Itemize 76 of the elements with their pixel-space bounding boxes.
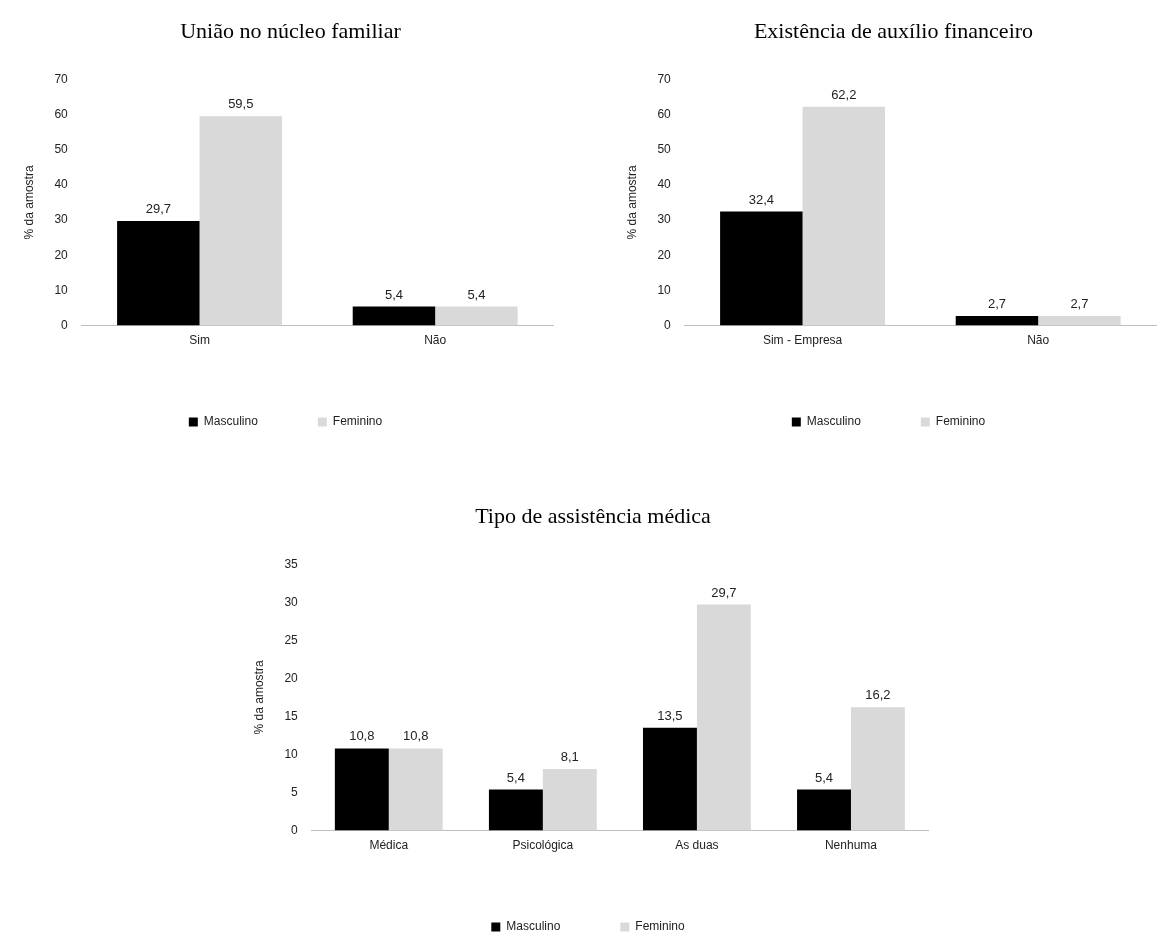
legend-label: Masculino: [203, 414, 259, 429]
bar: [117, 221, 200, 326]
data-label: 59,5: [228, 96, 254, 112]
bar: [642, 727, 697, 831]
y-axis-title: % da amostra: [21, 165, 36, 240]
chart-title: União no núcleo familiar: [179, 18, 402, 45]
y-tick-label: 25: [284, 632, 299, 647]
legend-label: Feminino: [332, 414, 383, 429]
y-tick-label: 10: [657, 282, 672, 297]
data-label: 5,4: [384, 286, 403, 302]
data-label: 2,7: [1070, 296, 1089, 312]
data-label: 13,5: [657, 707, 683, 723]
y-axis-title: % da amostra: [624, 165, 639, 240]
x-tick-label: Não: [424, 333, 447, 348]
y-tick-label: 30: [657, 212, 672, 227]
y-tick-label: 10: [284, 746, 299, 761]
bar: [955, 316, 1039, 326]
data-label: 5,4: [506, 769, 525, 785]
y-tick-label: 20: [54, 247, 69, 262]
bar: [488, 789, 543, 831]
x-tick-label: Não: [1027, 333, 1050, 348]
bar: [199, 116, 283, 326]
legend-label: Masculino: [506, 919, 561, 934]
y-tick-label: 50: [657, 141, 672, 156]
y-tick-label: 40: [657, 177, 672, 192]
y-tick-label: 20: [284, 670, 299, 685]
data-label: 29,7: [711, 584, 737, 600]
y-tick-label: 30: [284, 594, 299, 609]
legend-label: Feminino: [935, 414, 986, 429]
y-tick-label: 0: [61, 317, 69, 332]
bar: [696, 604, 751, 831]
y-tick-label: 0: [664, 317, 672, 332]
chart-title: Existência de auxílio financeiro: [752, 18, 1035, 45]
data-label: 10,8: [349, 728, 375, 744]
bar: [334, 748, 389, 831]
x-tick-label: Sim: [189, 333, 210, 348]
y-tick-label: 20: [657, 247, 672, 262]
data-label: 5,4: [814, 769, 834, 785]
x-tick-label: As duas: [675, 838, 719, 853]
data-label: 29,7: [145, 201, 171, 217]
x-tick-label: Sim - Empresa: [762, 333, 843, 348]
legend-label: Masculino: [806, 414, 862, 429]
chart-title: Tipo de assistência médica: [474, 503, 712, 530]
x-tick-label: Médica: [369, 838, 409, 853]
x-tick-label: Psicológica: [512, 838, 574, 853]
y-tick-label: 70: [54, 71, 69, 86]
y-tick-label: 50: [54, 141, 69, 156]
y-tick-label: 10: [54, 282, 69, 297]
y-tick-label: 60: [54, 106, 69, 121]
y-axis-title: % da amostra: [251, 660, 266, 735]
data-label: 16,2: [865, 687, 891, 703]
bar: [542, 768, 597, 831]
x-tick-label: Nenhuma: [824, 838, 878, 853]
bar: [720, 211, 803, 326]
bar: [802, 106, 886, 326]
data-label: 32,4: [748, 191, 774, 207]
y-tick-label: 0: [291, 822, 299, 837]
bar: [797, 789, 851, 831]
y-tick-label: 15: [284, 708, 299, 723]
bar: [1038, 316, 1121, 326]
data-label: 8,1: [560, 749, 579, 765]
legend-label: Feminino: [635, 919, 686, 934]
data-label: 10,8: [403, 728, 429, 744]
y-tick-label: 40: [54, 177, 69, 192]
data-label: 62,2: [831, 86, 857, 102]
bar: [388, 748, 443, 831]
data-label: 5,4: [467, 286, 486, 302]
bar: [352, 306, 436, 326]
data-label: 2,7: [987, 296, 1006, 312]
y-tick-label: 5: [291, 784, 299, 799]
y-tick-label: 35: [284, 556, 299, 571]
y-tick-label: 30: [54, 212, 69, 227]
y-tick-label: 70: [657, 71, 672, 86]
bar: [850, 707, 905, 831]
y-tick-label: 60: [657, 106, 672, 121]
bar: [435, 306, 518, 326]
